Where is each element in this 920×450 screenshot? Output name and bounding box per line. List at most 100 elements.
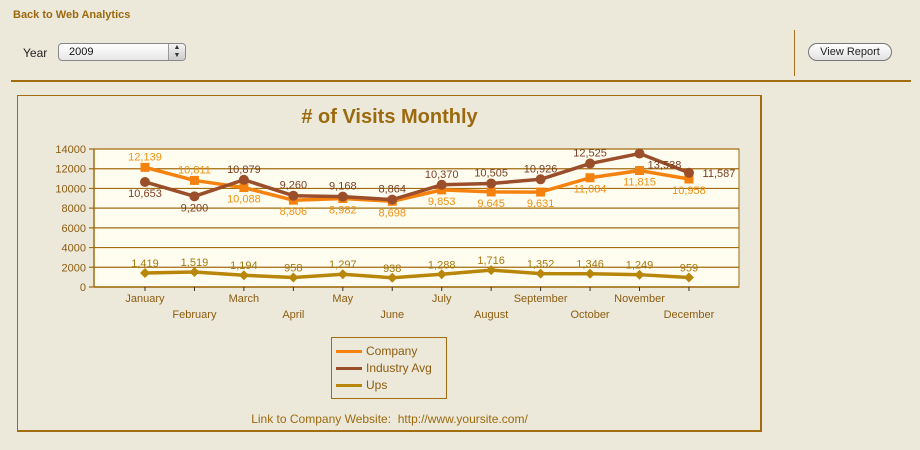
data-label: 9,200 [181,202,209,214]
data-point[interactable] [189,191,200,202]
view-report-button[interactable]: View Report [808,43,892,61]
legend-item-industry-avg: Industry Avg [336,360,432,376]
data-point[interactable] [436,179,447,190]
data-label: 938 [383,263,401,275]
data-point[interactable] [387,194,398,205]
chart-panel [17,95,762,432]
x-tick-label: October [570,309,609,321]
data-label: 10,370 [425,169,459,181]
data-label: 1,249 [626,260,654,272]
data-label: 10,926 [524,163,558,175]
data-label: 1,288 [428,259,456,271]
data-label: 12,525 [573,148,607,160]
data-label: 13,538 [648,160,682,172]
data-point[interactable] [387,272,398,283]
y-tick-label: 8000 [62,203,86,215]
data-point[interactable] [288,190,299,201]
data-label: 9,168 [329,181,357,193]
company-swatch-icon [336,350,362,354]
data-label: 10,653 [128,188,162,200]
data-point[interactable] [140,268,150,279]
ups-swatch-icon [336,384,362,388]
data-point[interactable] [140,162,150,172]
x-tick-label: July [432,293,452,305]
data-label: 9,853 [428,196,456,208]
company-website-link-row: Link to Company Website: http://www.your… [0,412,779,426]
data-point[interactable] [238,174,249,185]
series-line-company [144,165,690,204]
data-label: 11,587 [703,168,736,180]
data-point[interactable] [536,187,546,197]
data-point[interactable] [634,148,645,159]
company-website-link[interactable]: http://www.yoursite.com/ [397,412,528,426]
y-tick-label: 0 [80,282,86,294]
data-label: 8,698 [378,207,406,219]
data-label: 1,352 [527,259,555,271]
x-tick-label: February [172,309,217,321]
data-point[interactable] [635,166,644,176]
data-label: 11,084 [574,184,607,196]
back-to-web-analytics-link[interactable]: Back to Web Analytics [13,9,131,21]
chart-legend: Company Industry Avg Ups [331,337,447,399]
series-line-industry-avg [144,151,690,202]
data-label: 1,419 [131,258,159,270]
data-point[interactable] [288,272,299,283]
data-label: 12,139 [128,151,162,163]
data-label: 959 [680,263,698,275]
data-point[interactable] [486,178,497,189]
data-label: 1,519 [181,257,209,269]
data-point[interactable] [486,265,497,276]
x-tick-label: April [282,309,304,321]
x-tick-label: September [514,293,568,305]
select-stepper-icon: ▲ ▼ [168,44,185,60]
x-tick-label: March [229,293,260,305]
data-label: 9,631 [527,198,555,210]
data-point[interactable] [683,272,694,283]
data-point[interactable] [189,267,200,278]
data-point[interactable] [189,175,199,185]
data-point[interactable] [634,269,645,280]
year-select[interactable]: 2009 ▲ ▼ [58,43,186,61]
data-point[interactable] [684,174,694,184]
company-website-label: Link to Company Website: [251,412,392,426]
chart-title: # of Visits Monthly [301,106,478,128]
data-label: 11,815 [623,177,656,189]
data-point[interactable] [337,191,348,202]
data-label: 9,645 [477,198,505,210]
y-tick-label: 14000 [55,144,86,156]
data-label: 10,505 [474,167,508,179]
y-tick-label: 4000 [62,243,86,255]
data-label: 958 [284,263,302,275]
y-tick-label: 6000 [62,223,86,235]
industry-swatch-icon [336,367,362,371]
x-tick-label: May [332,293,353,305]
y-tick-label: 2000 [62,262,86,274]
data-point[interactable] [437,185,447,195]
data-point[interactable] [436,269,447,280]
data-label: 1,716 [477,255,505,267]
data-label: 8,806 [280,206,308,218]
y-tick-label: 12000 [55,164,86,176]
x-tick-label: November [614,293,665,305]
data-point[interactable] [238,270,249,281]
data-point[interactable] [140,176,150,187]
data-label: 1,194 [230,260,258,272]
data-point[interactable] [535,174,546,185]
data-label: 8,864 [378,184,406,196]
data-point[interactable] [585,173,595,183]
data-point[interactable] [486,187,496,197]
data-point[interactable] [585,158,596,169]
data-point[interactable] [535,268,546,279]
legend-item-company: Company [336,343,417,359]
data-label: 10,811 [178,164,211,176]
data-label: 10,879 [227,164,261,176]
data-point[interactable] [337,269,348,280]
data-point[interactable] [683,167,694,178]
data-label: 9,260 [280,180,308,192]
data-point[interactable] [585,268,596,279]
legend-item-ups: Ups [336,377,387,393]
data-point[interactable] [239,183,249,193]
x-tick-label: June [380,309,404,321]
x-tick-label: January [125,293,165,305]
